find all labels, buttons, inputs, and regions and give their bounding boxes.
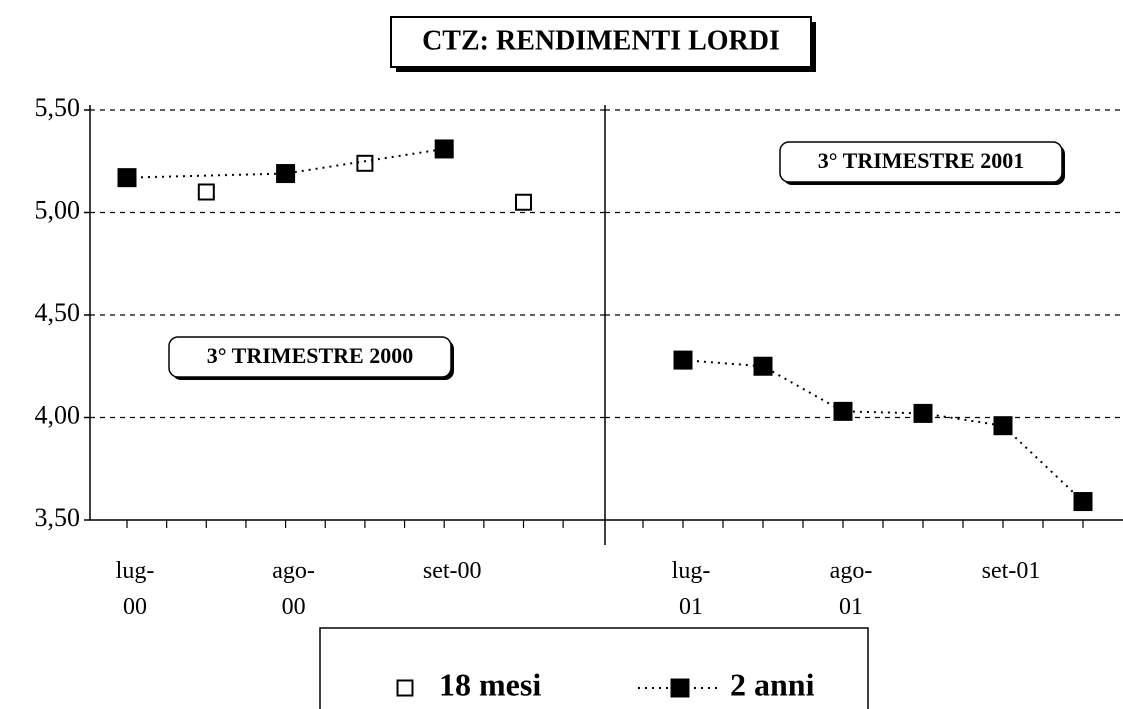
title-box [390, 16, 812, 68]
point [515, 193, 532, 211]
point [1073, 492, 1093, 512]
annotation-box [168, 336, 452, 378]
point [753, 356, 773, 376]
point [993, 416, 1013, 436]
legend-marker [396, 679, 414, 697]
y-tick-label: 3,50 [35, 503, 81, 532]
x-tick-label: set-00 [422, 558, 482, 584]
x-tick-label: ago- 01 [829, 558, 873, 620]
point [276, 164, 296, 184]
annotation: 3° TRIMESTRE 2001 [818, 148, 1024, 173]
x-tick-label: lug- 01 [671, 558, 711, 620]
chart-title: CTZ: RENDIMENTI LORDI [422, 25, 780, 56]
y-tick-label: 5,00 [35, 195, 81, 224]
point [913, 403, 933, 423]
y-tick-label: 5,50 [35, 93, 81, 122]
legend-label: 2 anni [730, 666, 815, 702]
annotation-box [779, 141, 1063, 183]
legend-label: 18 mesi [439, 666, 541, 702]
x-tick-label: lug- 00 [115, 558, 155, 620]
legend-marker [670, 678, 690, 698]
point [833, 401, 853, 421]
x-tick-label: set-01 [981, 558, 1041, 584]
y-tick-label: 4,50 [35, 298, 81, 327]
point [434, 139, 454, 159]
annotation: 3° TRIMESTRE 2000 [207, 343, 413, 368]
point [356, 154, 374, 172]
point [673, 350, 693, 370]
point [197, 183, 215, 201]
point [117, 168, 137, 188]
series-line [682, 359, 1084, 503]
x-tick-label: ago- 00 [272, 558, 315, 620]
y-tick-label: 4,00 [35, 400, 81, 429]
